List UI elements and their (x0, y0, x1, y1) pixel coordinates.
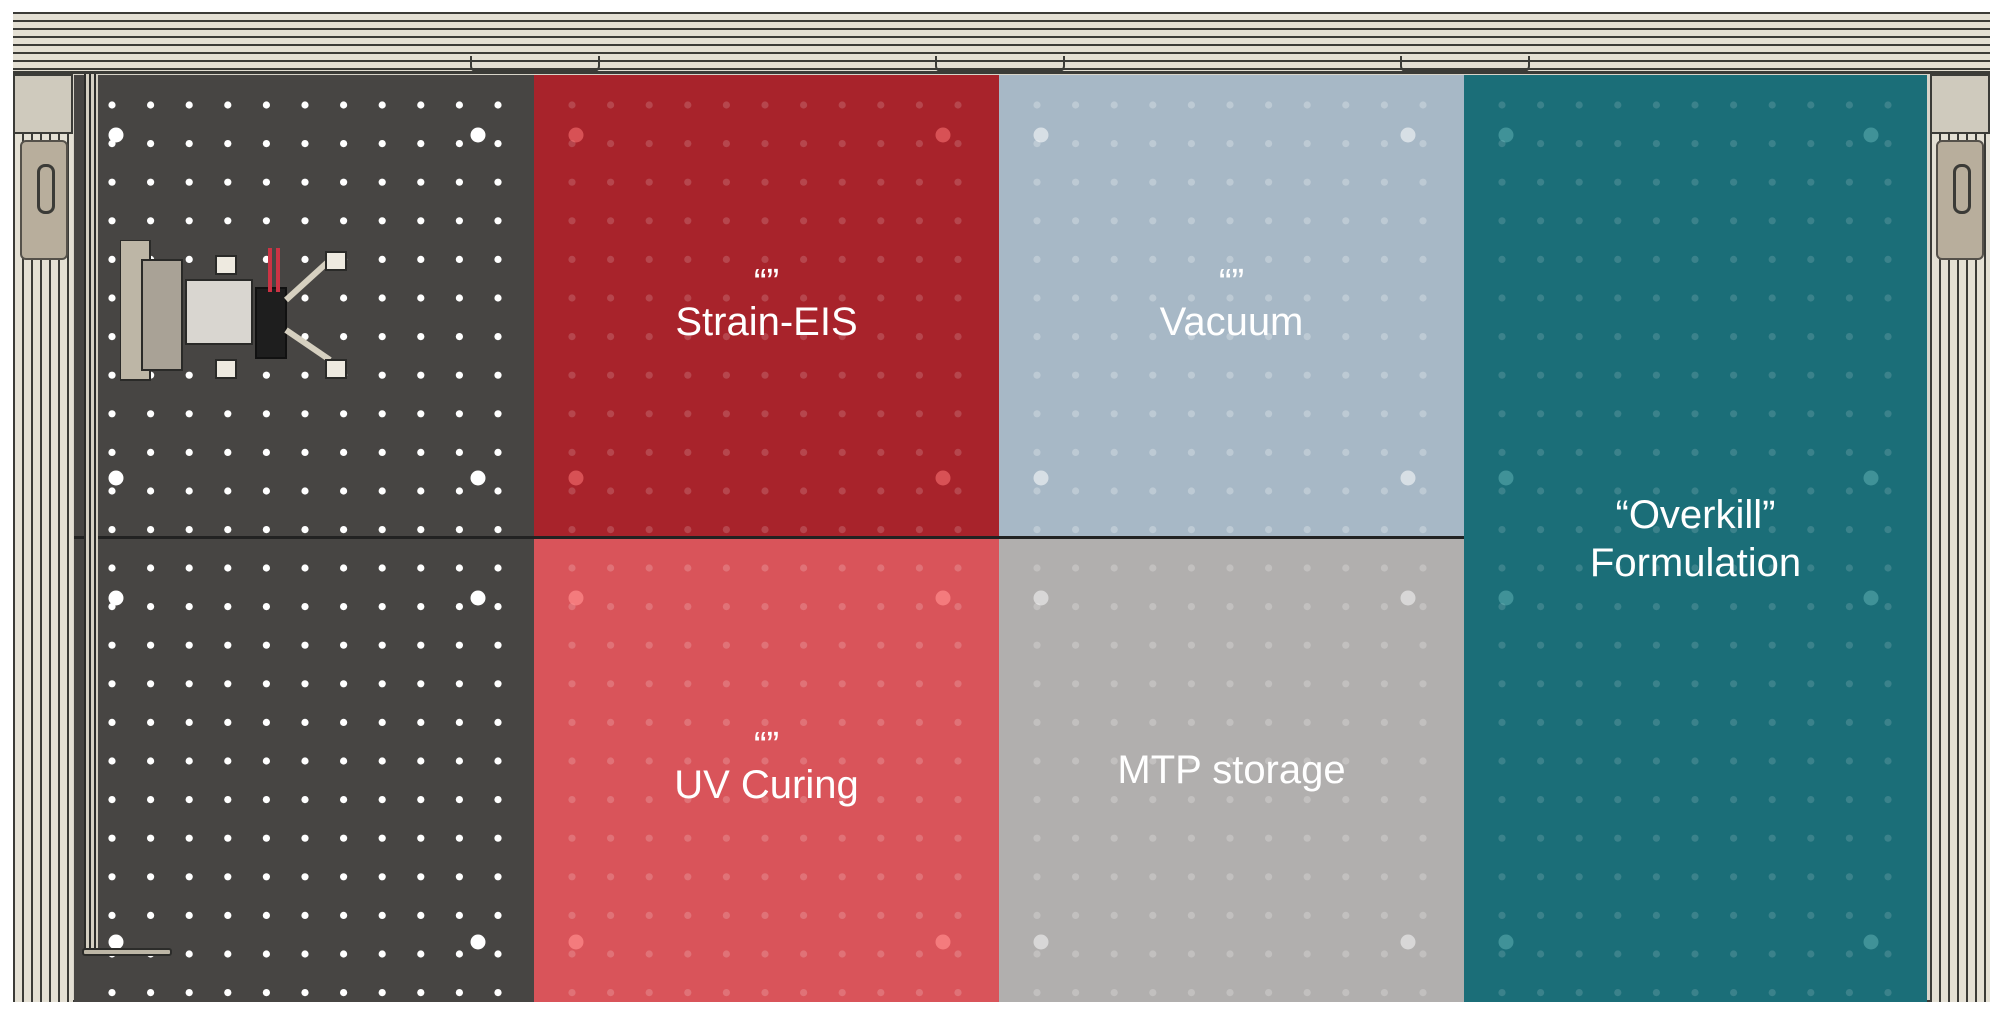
tool-head[interactable] (120, 240, 350, 400)
left-mount-bracket (20, 140, 68, 260)
rail-clip (470, 56, 600, 72)
rail-clip (935, 56, 1065, 72)
module-label-line1: “Overkill” (1615, 492, 1776, 537)
gantry-rail (84, 74, 98, 954)
module-mtp-storage[interactable]: MTP storage (999, 538, 1464, 1002)
rail-clip (1400, 56, 1530, 72)
module-strain-eis[interactable]: “” Strain-EIS (534, 75, 999, 538)
module-label-line2: Formulation (1589, 540, 1802, 585)
module-quote: “” (1218, 261, 1245, 304)
module-quote: “” (753, 725, 780, 767)
module-uv-curing[interactable]: “” UV Curing (534, 538, 999, 1002)
module-label: MTP storage (1117, 748, 1346, 792)
top-rail (13, 12, 1990, 74)
module-overkill-formulation[interactable]: “Overkill” Formulation (1464, 75, 1927, 1002)
row-divider (74, 536, 1464, 539)
module-quote: “” (753, 261, 780, 304)
module-slot-dark-bottom (74, 538, 534, 1002)
right-mount-bracket (1936, 140, 1984, 260)
left-corner-block (13, 74, 73, 134)
right-corner-block (1930, 74, 1990, 134)
module-label: Vacuum (1159, 299, 1304, 344)
gantry-rail-foot (82, 948, 172, 956)
module-label: UV Curing (674, 763, 859, 807)
module-vacuum[interactable]: “” Vacuum (999, 75, 1464, 538)
module-label: Strain-EIS (675, 299, 858, 344)
deck: “” Strain-EIS “” Vacuum “Overkill” Formu… (74, 75, 1927, 1002)
